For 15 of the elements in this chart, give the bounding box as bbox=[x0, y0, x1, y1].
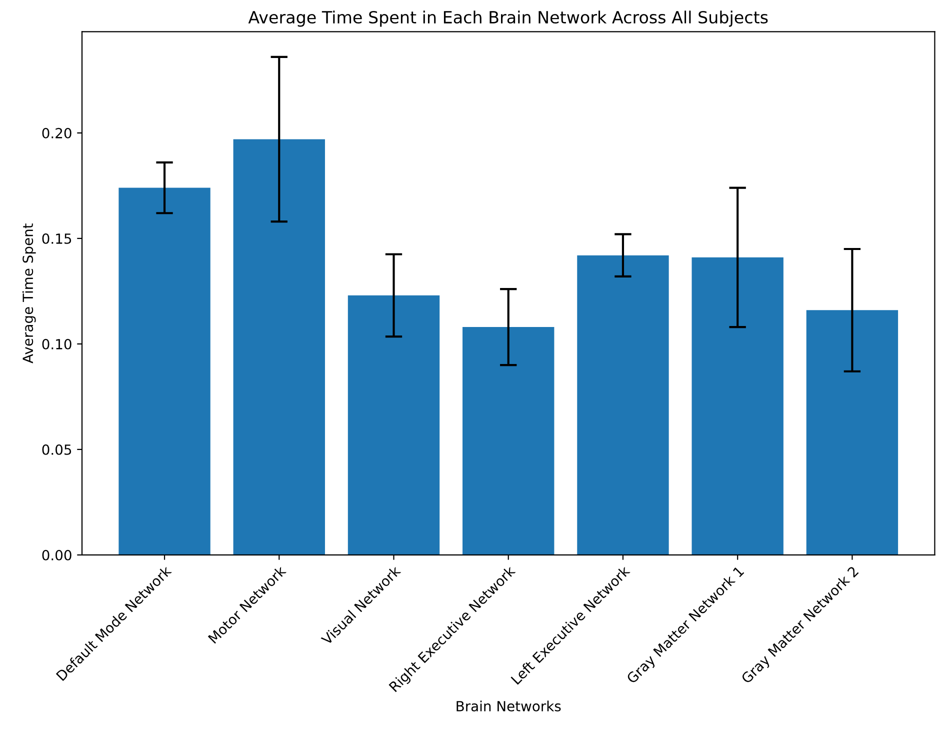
bar bbox=[118, 188, 210, 555]
bar bbox=[348, 295, 440, 555]
y-tick-label: 0.05 bbox=[42, 444, 72, 455]
y-tick-label: 0.15 bbox=[42, 233, 72, 244]
y-axis-title: Average Time Spent bbox=[22, 223, 36, 364]
y-tick-label: 0.10 bbox=[42, 338, 72, 350]
bar bbox=[692, 257, 784, 555]
y-tick-label: 0.20 bbox=[42, 128, 72, 138]
bar bbox=[462, 327, 554, 555]
chart-title: Average Time Spent in Each Brain Network Across All Subjects bbox=[248, 10, 768, 27]
bar bbox=[577, 255, 669, 555]
y-tick-label: 0.00 bbox=[42, 550, 72, 560]
bar bbox=[806, 310, 898, 555]
bar bbox=[233, 139, 325, 555]
x-axis-title: Brain Networks bbox=[456, 700, 561, 712]
